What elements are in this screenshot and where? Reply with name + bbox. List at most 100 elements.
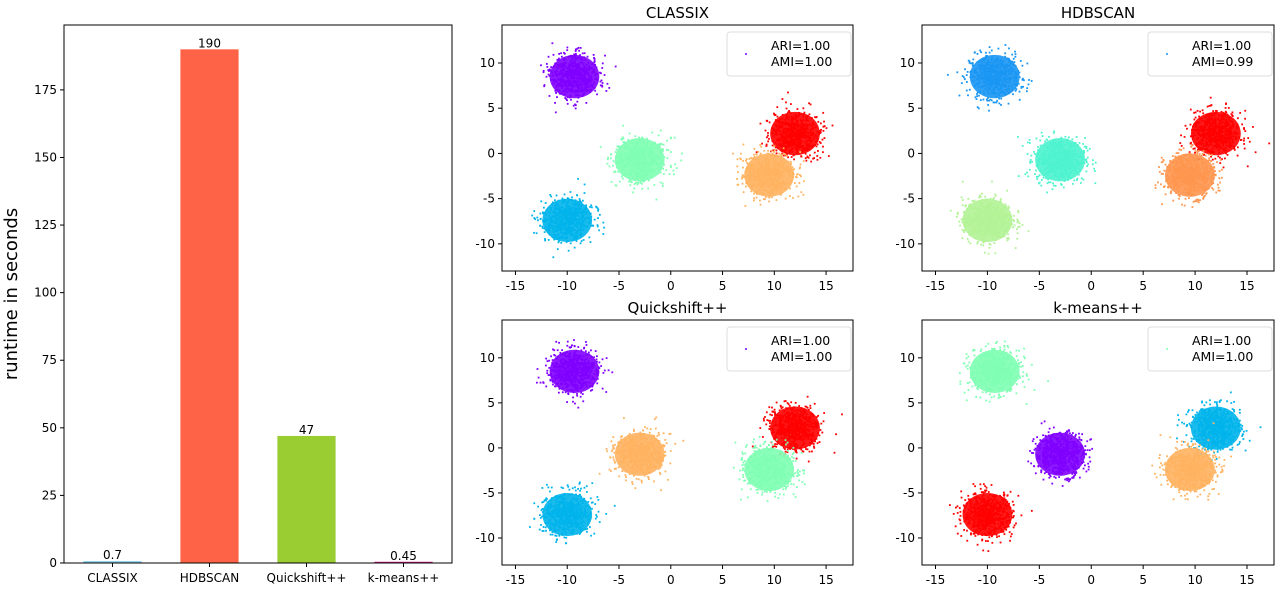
y-tick-label: -5 <box>903 486 915 500</box>
y-tick-label: 125 <box>34 218 57 232</box>
x-tick-label: 0 <box>1087 279 1095 293</box>
cluster-5 <box>732 143 805 207</box>
cluster-1 <box>540 42 617 114</box>
axes-frame <box>501 319 854 566</box>
legend-box <box>1147 326 1273 372</box>
legend-ami: AMI=1.00 <box>771 349 832 364</box>
x-tick-label: -5 <box>1033 573 1045 587</box>
y-tick-label: -10 <box>895 531 915 545</box>
y-tick-label: 0 <box>907 146 915 160</box>
cluster-core <box>962 492 1013 537</box>
x-tick-label: 10 <box>1187 573 1202 587</box>
x-tick-label: -5 <box>613 279 625 293</box>
legend-ari: ARI=1.00 <box>1192 38 1251 53</box>
legend-ami: AMI=1.00 <box>1192 349 1253 364</box>
x-tick-label: 15 <box>1239 573 1254 587</box>
cluster-2 <box>599 124 683 201</box>
y-tick-label: 5 <box>487 101 495 115</box>
panel-title: k-means++ <box>1053 299 1143 317</box>
bar-HDBSCAN <box>180 49 239 563</box>
cluster-4 <box>1179 96 1271 169</box>
x-tick-label: k-means++ <box>368 571 440 585</box>
cluster-core <box>549 349 600 393</box>
bar-chart: 0 25 50 75 100 125 150 175 0.7 CLASSIX 190 HDBSCAN 4… <box>1 24 453 585</box>
legend-marker <box>745 348 747 350</box>
bar-value-label: 47 <box>299 423 314 437</box>
bar-value-label: 0.45 <box>390 549 417 563</box>
cluster-core <box>969 54 1020 99</box>
x-tick-label: -10 <box>978 573 998 587</box>
cluster-core <box>542 198 593 243</box>
axes-frame <box>921 319 1275 566</box>
legend-box <box>726 326 852 372</box>
y-tick-label: 10 <box>900 351 915 365</box>
points <box>531 42 834 259</box>
x-tick-label: 0 <box>1087 573 1095 587</box>
y-tick-label: -10 <box>475 531 495 545</box>
y-tick-label: 50 <box>42 421 57 435</box>
cluster-core <box>549 54 600 99</box>
cluster-3 <box>531 177 606 259</box>
cluster-3 <box>529 481 616 545</box>
y-tick-label: -10 <box>895 237 915 251</box>
cluster-core <box>770 111 820 156</box>
bar-value-label: 190 <box>198 36 221 50</box>
axes-frame <box>501 24 854 272</box>
x-tick-label: -10 <box>978 279 998 293</box>
cluster-core <box>1190 111 1241 156</box>
cluster-4 <box>755 91 834 163</box>
legend-box <box>1147 31 1273 77</box>
points <box>529 339 843 545</box>
y-tick-label: 100 <box>34 286 57 300</box>
y-axis-label: runtime in seconds <box>1 208 22 380</box>
x-tick-label: HDBSCAN <box>180 571 239 585</box>
bar-value-label: 0.7 <box>103 548 122 562</box>
legend-ami: AMI=0.99 <box>1192 54 1253 69</box>
x-tick-label: CLASSIX <box>87 571 138 585</box>
scatter-panel-1: -15 -10 -5 0 5 10 15 -10 -5 0 5 10 CLASSIX ARI=1.00AM… <box>475 4 854 293</box>
x-tick-label: 15 <box>1239 279 1254 293</box>
y-tick-label: 25 <box>42 488 57 502</box>
legend-marker <box>1166 53 1168 55</box>
panel-title: Quickshift++ <box>628 299 728 317</box>
x-tick-label: 0 <box>667 573 675 587</box>
x-tick-label: 10 <box>767 279 782 293</box>
x-tick-label: Quickshift++ <box>267 571 347 585</box>
legend-marker <box>1166 348 1168 350</box>
legend-marker <box>745 53 747 55</box>
y-tick-label: 150 <box>34 150 57 164</box>
x-tick-label: -15 <box>926 573 946 587</box>
bar-CLASSIX <box>83 561 142 563</box>
cluster-core <box>614 432 665 476</box>
scatter-panel-4: -15 -10 -5 0 5 10 15 -10 -5 0 5 10 k-means++ ARI=1.00… <box>895 299 1275 587</box>
cluster-1 <box>958 340 1049 405</box>
x-tick-label: -15 <box>506 573 526 587</box>
x-tick-label: 15 <box>818 573 833 587</box>
y-tick-label: 0 <box>487 146 495 160</box>
y-tick-label: -5 <box>903 192 915 206</box>
axes-frame <box>921 24 1275 272</box>
cluster-core <box>1035 138 1086 182</box>
cluster-2 <box>1027 420 1094 487</box>
legend-ari: ARI=1.00 <box>1192 333 1251 348</box>
y-tick-label: -5 <box>483 486 495 500</box>
legend-ari: ARI=1.00 <box>771 38 830 53</box>
x-tick-label: 0 <box>667 279 675 293</box>
scatter-panel-3: -15 -10 -5 0 5 10 15 -10 -5 0 5 10 Quickshift++ ARI=1… <box>475 299 854 587</box>
y-tick-label: 5 <box>907 396 915 410</box>
y-tick-label: 10 <box>480 56 495 70</box>
cluster-core <box>744 153 794 197</box>
y-tick-label: 0 <box>49 556 57 570</box>
cluster-core <box>962 198 1013 243</box>
cluster-core <box>1190 406 1241 450</box>
cluster-core <box>969 349 1020 393</box>
cluster-1 <box>946 44 1033 112</box>
cluster-core <box>1035 432 1086 476</box>
points <box>949 340 1262 553</box>
y-tick-label: 10 <box>480 351 495 365</box>
y-tick-label: 175 <box>34 83 57 97</box>
x-tick-label: 5 <box>719 279 727 293</box>
y-tick-label: 75 <box>42 353 57 367</box>
y-tick-label: 5 <box>487 396 495 410</box>
